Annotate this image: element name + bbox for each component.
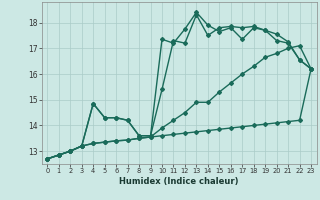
X-axis label: Humidex (Indice chaleur): Humidex (Indice chaleur) [119,177,239,186]
